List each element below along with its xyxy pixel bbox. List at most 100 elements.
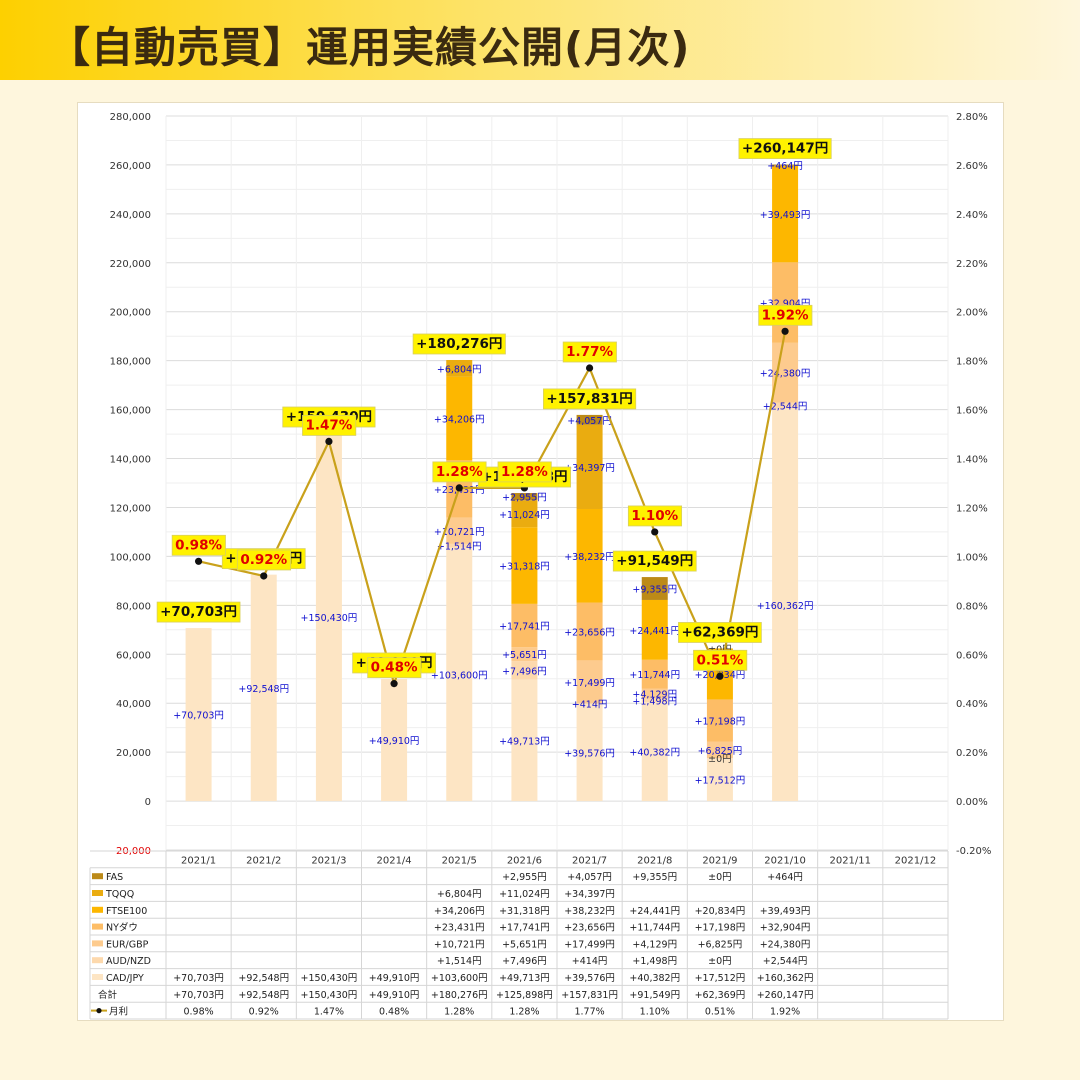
segment-label: +6,804円 <box>437 364 482 375</box>
label-box <box>738 138 832 159</box>
return-point <box>585 364 594 372</box>
bar-EUR/GBP <box>641 688 668 699</box>
table-row-header: FAS <box>106 872 123 883</box>
table-cell: +70,703円 <box>173 973 224 984</box>
segment-label: +49,910円 <box>369 736 420 747</box>
table-cell: +103,600円 <box>431 973 488 984</box>
legend-swatch <box>92 906 103 913</box>
category-label: 2021/1 <box>181 855 216 866</box>
segment-label: +2,544円 <box>763 402 808 413</box>
table-cell: ±0円 <box>708 872 732 883</box>
table-cell: +6,825円 <box>698 939 743 950</box>
label-box <box>236 549 292 571</box>
table-cell: +1,498円 <box>632 956 677 967</box>
table-cell: +4,129円 <box>632 939 677 950</box>
segment-label: +17,198円 <box>695 716 746 727</box>
bar-AUD/NZD <box>576 703 603 705</box>
table-row-header: TQQQ <box>105 889 134 900</box>
segment-label: +38,232円 <box>564 552 615 563</box>
table-cell: +92,548円 <box>238 973 289 984</box>
legend-swatch <box>92 957 103 964</box>
segment-label: +24,441円 <box>629 626 680 637</box>
segment-label: +11,744円 <box>629 670 680 681</box>
y-left-tick: 20,000 <box>116 748 151 759</box>
table-cell: +2,955円 <box>502 872 547 883</box>
return-label: 0.92% <box>240 552 287 568</box>
y-right-tick: 1.00% <box>956 552 988 563</box>
segment-label: +5,651円 <box>502 650 547 661</box>
bar-CAD/JPY <box>446 547 473 802</box>
total-label: +260,147円 <box>742 141 828 157</box>
bar-CAD/JPY <box>381 678 408 802</box>
bar-FTSE100 <box>772 165 799 263</box>
table-row-header: 月利 <box>109 1006 128 1018</box>
bar-TQQQ <box>446 359 473 377</box>
table-cell: +150,430円 <box>301 990 358 1001</box>
table-cell: +24,380円 <box>760 939 811 950</box>
bar-FAS <box>511 493 538 501</box>
table-cell: +62,369円 <box>695 990 746 1001</box>
segment-label: +160,362円 <box>757 601 814 612</box>
legend-swatch <box>92 890 103 896</box>
bar-NYダウ <box>576 602 603 661</box>
bar-NYダウ <box>511 603 538 648</box>
table-cell: +414円 <box>572 956 608 967</box>
segment-label: +464円 <box>767 161 803 172</box>
y-left-tick: 240,000 <box>110 210 151 221</box>
segment-label: ±0円 <box>708 754 732 765</box>
total-label: +157,831円 <box>546 391 632 407</box>
label-box <box>171 534 226 556</box>
segment-label: +17,499円 <box>564 678 615 689</box>
segment-label: +23,656円 <box>564 627 615 638</box>
table-cell: +180,276円 <box>431 990 488 1001</box>
y-left-tick: 40,000 <box>116 699 151 710</box>
y-right-tick: 0.60% <box>956 650 988 661</box>
table-cell: +70,703円 <box>173 990 224 1001</box>
category-label: 2021/2 <box>246 855 281 866</box>
label-box <box>497 461 552 483</box>
segment-label: +1,514円 <box>437 542 482 553</box>
table-cell: +49,910円 <box>369 990 420 1001</box>
bar-AUD/NZD <box>772 402 799 409</box>
return-point <box>325 437 333 446</box>
label-box <box>758 304 813 326</box>
label-box <box>367 657 422 679</box>
segment-label: +4,129円 <box>632 690 677 701</box>
table-cell: +260,147円 <box>757 990 814 1001</box>
y-right-tick: 2.20% <box>956 259 988 270</box>
segment-label: +4,057円 <box>567 416 612 427</box>
y-right-tick: 0.40% <box>956 699 988 710</box>
header-bar <box>0 0 1080 80</box>
y-left-tick: 200,000 <box>110 308 151 319</box>
category-label: 2021/12 <box>895 855 937 866</box>
table-cell: +5,651円 <box>502 939 547 950</box>
return-label: 1.28% <box>436 464 483 480</box>
segment-label: +32,904円 <box>760 299 811 310</box>
segment-label: +2,955円 <box>502 493 547 504</box>
table-cell: +49,910円 <box>369 973 420 984</box>
bar-CAD/JPY <box>250 574 277 802</box>
bar-CAD/JPY <box>772 408 799 802</box>
y-right-tick: 2.80% <box>956 112 988 123</box>
table-cell: +49,713円 <box>499 973 550 984</box>
bar-FAS <box>772 164 799 166</box>
total-label: +180,276円 <box>416 336 502 352</box>
table-cell: +1,514円 <box>437 956 482 967</box>
segment-label: +1,498円 <box>632 696 677 707</box>
segment-label: +103,600円 <box>431 670 488 681</box>
total-label: +62,369円 <box>681 624 758 640</box>
bar-EUR/GBP <box>446 517 473 544</box>
table-cell: 0.48% <box>379 1007 409 1018</box>
y-right-tick: 1.60% <box>956 406 988 417</box>
segment-label: +9,355円 <box>632 585 677 596</box>
label-box <box>412 333 506 355</box>
table-row-header: AUD/NZD <box>106 956 151 967</box>
legend-swatch <box>92 974 103 980</box>
table-cell: +157,831円 <box>561 990 618 1001</box>
segment-label: +414円 <box>572 700 608 711</box>
segment-label: +10,721円 <box>434 527 485 538</box>
return-point <box>651 528 659 536</box>
chart-panel: 280,000 260,000 240,000 220,000 200,000 180,0… <box>77 102 1004 1021</box>
segment-label: +34,206円 <box>434 414 485 425</box>
table-cell: +23,656円 <box>564 923 615 934</box>
